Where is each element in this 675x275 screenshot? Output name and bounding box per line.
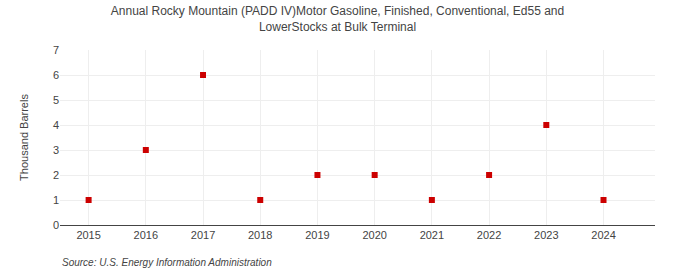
svg-text:3: 3	[53, 144, 59, 156]
svg-text:2023: 2023	[534, 229, 558, 241]
svg-text:4: 4	[53, 119, 59, 131]
svg-text:2018: 2018	[248, 229, 272, 241]
svg-text:2019: 2019	[305, 229, 329, 241]
svg-text:2017: 2017	[191, 229, 215, 241]
svg-text:Thousand Barrels: Thousand Barrels	[18, 94, 30, 181]
svg-text:2: 2	[53, 169, 59, 181]
svg-text:2024: 2024	[591, 229, 615, 241]
svg-text:7: 7	[53, 44, 59, 56]
svg-text:2020: 2020	[362, 229, 386, 241]
svg-text:6: 6	[53, 69, 59, 81]
svg-text:2015: 2015	[76, 229, 100, 241]
svg-text:Source: U.S. Energy Informatio: Source: U.S. Energy Information Administ…	[62, 257, 272, 268]
svg-text:Annual Rocky Mountain (PADD IV: Annual Rocky Mountain (PADD IV)Motor Gas…	[111, 4, 564, 34]
svg-text:0: 0	[53, 219, 59, 231]
svg-text:2022: 2022	[477, 229, 501, 241]
svg-text:1: 1	[53, 194, 59, 206]
svg-text:2016: 2016	[134, 229, 158, 241]
svg-text:5: 5	[53, 94, 59, 106]
svg-text:2021: 2021	[420, 229, 444, 241]
